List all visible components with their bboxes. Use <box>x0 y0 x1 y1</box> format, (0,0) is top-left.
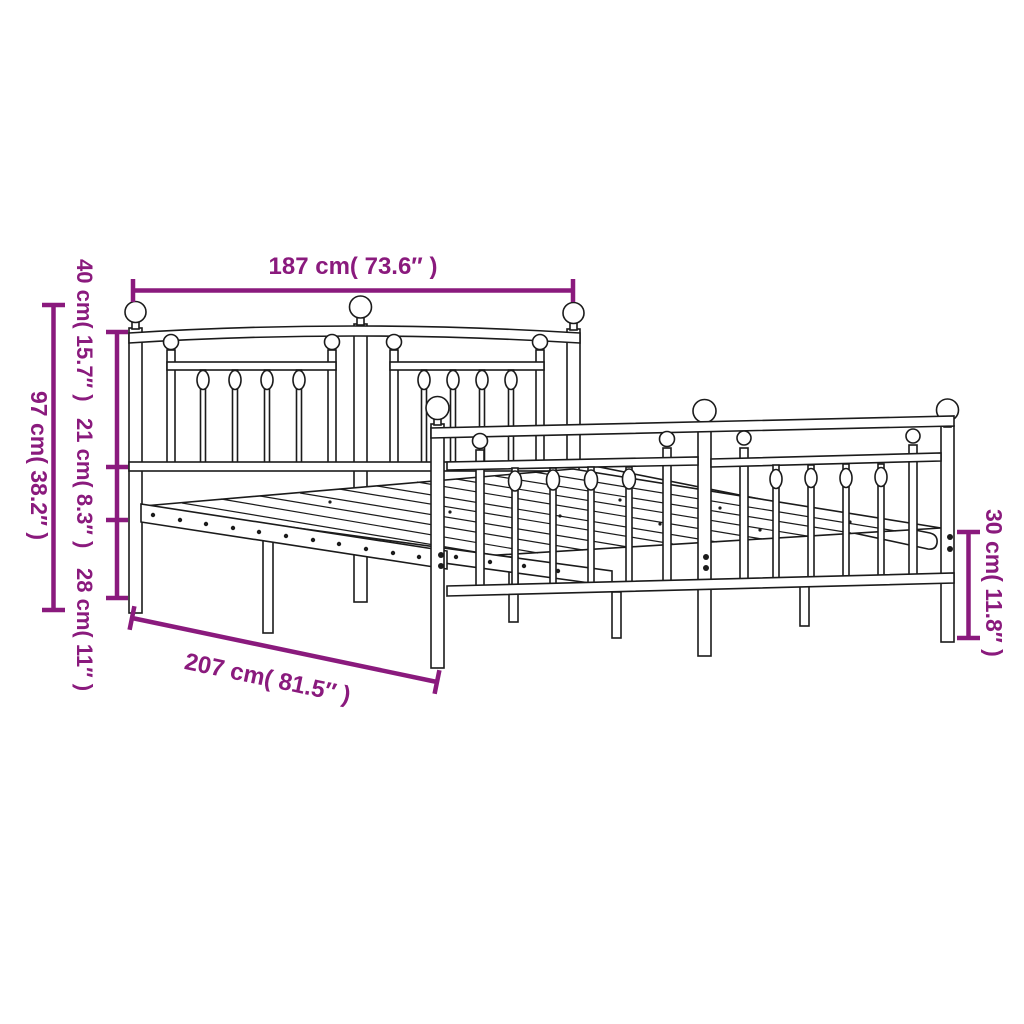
bolt-dots <box>438 534 953 571</box>
dimension-left-segments: 40 cm( 15.7″ ) 21 cm( 8.3″ ) 28 cm( 11″ … <box>72 259 128 691</box>
dimension-top-width: 187 cm( 73.6″ ) <box>130 253 576 302</box>
dimension-left-segment-upper-label: 40 cm( 15.7″ ) <box>72 259 97 402</box>
dimension-top-width-label: 187 cm( 73.6″ ) <box>269 253 438 280</box>
bed-frame-illustration <box>124 295 960 669</box>
dimension-left-segment-middle-label: 21 cm( 8.3″ ) <box>72 418 97 548</box>
slat-joint-dots <box>328 498 852 532</box>
dimension-right-height-label: 30 cm( 11.8″ ) <box>981 509 1007 657</box>
footboard <box>425 395 960 669</box>
dimension-right-height: 30 cm( 11.8″ ) <box>957 509 1007 657</box>
dimension-left-total-height: 97 cm( 38.2″ ) <box>26 302 65 613</box>
near-side-rail <box>140 503 448 634</box>
dimension-left-segment-lower-label: 28 cm( 11″ ) <box>72 568 97 691</box>
dimension-bottom-length: 207 cm( 81.5″ ) <box>127 605 442 709</box>
dimension-annotations: 187 cm( 73.6″ ) 97 cm( 38.2″ ) 40 cm( 15… <box>26 253 1007 709</box>
dimension-left-total-height-label: 97 cm( 38.2″ ) <box>26 391 52 540</box>
